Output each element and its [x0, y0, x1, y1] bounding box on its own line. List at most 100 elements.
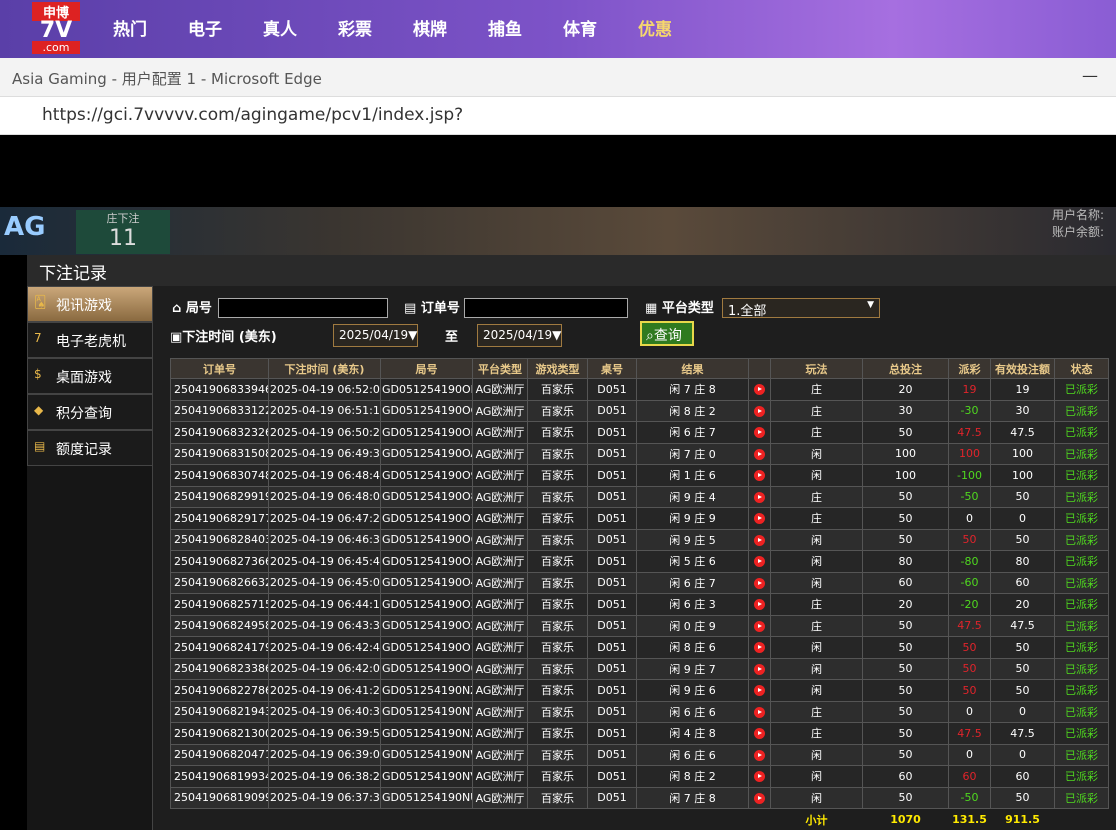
bet-count: 11 — [109, 226, 137, 251]
date-to[interactable]: 2025/04/19▼ — [477, 324, 562, 347]
cell: 已派彩 — [1054, 700, 1109, 723]
replay-icon[interactable] — [754, 706, 765, 718]
cell: 已派彩 — [1054, 464, 1109, 487]
address-bar[interactable]: https://gci.7vvvvv.com/agingame/pcv1/ind… — [0, 96, 1116, 135]
cell: 已派彩 — [1054, 657, 1109, 680]
replay-icon[interactable] — [754, 685, 765, 697]
cell: 庄 — [770, 399, 863, 422]
nav-item[interactable]: 捕鱼 — [488, 20, 522, 40]
replay-icon[interactable] — [754, 491, 765, 503]
replay-icon[interactable] — [754, 448, 765, 460]
query-button[interactable]: ⌕查询 — [640, 321, 694, 346]
replay-icon[interactable] — [754, 577, 765, 589]
cell: 百家乐 — [527, 399, 588, 422]
cell: D051 — [587, 786, 637, 809]
cell: 50 — [948, 657, 991, 680]
platform-select[interactable]: 1.全部 ▼ — [722, 298, 880, 319]
cell: 已派彩 — [1054, 722, 1109, 745]
cell: AG欧洲厅 — [472, 378, 528, 401]
cell: 250419068219439 — [170, 700, 269, 723]
cell: 47.5 — [948, 421, 991, 444]
replay-icon[interactable] — [754, 470, 765, 482]
replay-icon[interactable] — [754, 771, 765, 783]
cell: AG欧洲厅 — [472, 421, 528, 444]
cell: 百家乐 — [527, 507, 588, 530]
replay-icon[interactable] — [754, 534, 765, 546]
replay-icon[interactable] — [754, 663, 765, 675]
cell: 47.5 — [990, 421, 1055, 444]
column-header: 派彩 — [948, 358, 991, 379]
sidebar-item[interactable]: ▤ 额度记录 — [27, 430, 153, 466]
replay-icon-cell — [748, 485, 771, 508]
replay-icon[interactable] — [754, 728, 765, 740]
date-from[interactable]: 2025/04/19▼ — [333, 324, 418, 347]
sidebar-item[interactable]: 🂡 视讯游戏 — [27, 286, 153, 322]
nav-item[interactable]: 体育 — [563, 20, 597, 40]
sidebar-item[interactable]: ◆ 积分查询 — [27, 394, 153, 430]
cell: 已派彩 — [1054, 378, 1109, 401]
nav-item[interactable]: 热门 — [113, 20, 147, 40]
cell: 闲 — [770, 464, 863, 487]
sidebar-item[interactable]: $ 桌面游戏 — [27, 358, 153, 394]
replay-icon[interactable] — [754, 384, 765, 396]
cell: GD051254190O4 — [380, 571, 473, 594]
user-info: 用户名称: 账户余额: — [1052, 207, 1104, 241]
column-header: 玩法 — [770, 358, 863, 379]
round-input[interactable] — [218, 298, 388, 318]
replay-icon[interactable] — [754, 427, 765, 439]
cell: 闲 — [770, 528, 863, 551]
bet-label: 庄下注 — [106, 212, 140, 225]
cell: 闲 7 庄 8 — [636, 378, 749, 401]
replay-icon[interactable] — [754, 405, 765, 417]
cell: 60 — [990, 765, 1055, 788]
order-input[interactable] — [464, 298, 628, 318]
cell: AG欧洲厅 — [472, 399, 528, 422]
cell: 闲 0 庄 9 — [636, 614, 749, 637]
bet-row: 250419068307485 2025-04-19 06:48:46 GD0512… — [170, 464, 1109, 487]
nav-item[interactable]: 彩票 — [338, 20, 372, 40]
minimize[interactable]: — — [1082, 66, 1098, 85]
cell: GD051254190NW — [380, 743, 473, 766]
cell: 百家乐 — [527, 528, 588, 551]
replay-icon-cell — [748, 421, 771, 444]
replay-icon[interactable] — [754, 599, 765, 611]
cell: 已派彩 — [1054, 507, 1109, 530]
cell: 百家乐 — [527, 786, 588, 809]
nav-item[interactable]: 优惠 — [638, 20, 672, 40]
cell: D051 — [587, 571, 637, 594]
replay-icon-cell — [748, 743, 771, 766]
replay-icon[interactable] — [754, 620, 765, 632]
cell: 2025-04-19 06:45:01 — [268, 571, 381, 594]
cell: 50 — [862, 528, 949, 551]
nav-item[interactable]: 真人 — [263, 20, 297, 40]
cell: 2025-04-19 06:50:24 — [268, 421, 381, 444]
cell: 47.5 — [990, 614, 1055, 637]
cell: 50 — [862, 485, 949, 508]
bet-row: 250419068284031 2025-04-19 06:46:39 GD0512… — [170, 528, 1109, 551]
sidebar-item[interactable]: 7 电子老虎机 — [27, 322, 153, 358]
brand: AG — [4, 212, 46, 242]
cell: GD051254190O7 — [380, 507, 473, 530]
cell: 2025-04-19 06:48:46 — [268, 464, 381, 487]
logo[interactable]: 申博 7V .com — [32, 2, 80, 56]
cell: 2025-04-19 06:45:44 — [268, 550, 381, 573]
nav-item[interactable]: 电子 — [188, 20, 222, 40]
cell: 0 — [948, 743, 991, 766]
cell: 250419068299194 — [170, 485, 269, 508]
query-text: 查询 — [653, 328, 682, 344]
platform-value: 1.全部 — [728, 304, 767, 319]
replay-icon[interactable] — [754, 792, 765, 804]
bet-table: 订单号 下注时间 (美东) 局号 平台类型 游戏类型 桌号 结果 玩法 总投注 派彩 有效投注额 状态… — [170, 358, 1109, 830]
cell: GD051254190O5 — [380, 550, 473, 573]
replay-icon[interactable] — [754, 749, 765, 761]
nav-item[interactable]: 棋牌 — [413, 20, 447, 40]
cell: GD051254190NZ — [380, 679, 473, 702]
replay-icon[interactable] — [754, 556, 765, 568]
cell: 50 — [990, 528, 1055, 551]
replay-icon[interactable] — [754, 642, 765, 654]
cell: 100 — [990, 464, 1055, 487]
cell: GD051254190NU — [380, 786, 473, 809]
replay-icon[interactable] — [754, 513, 765, 525]
cell: 0 — [990, 507, 1055, 530]
cell: GD051254190NX — [380, 722, 473, 745]
